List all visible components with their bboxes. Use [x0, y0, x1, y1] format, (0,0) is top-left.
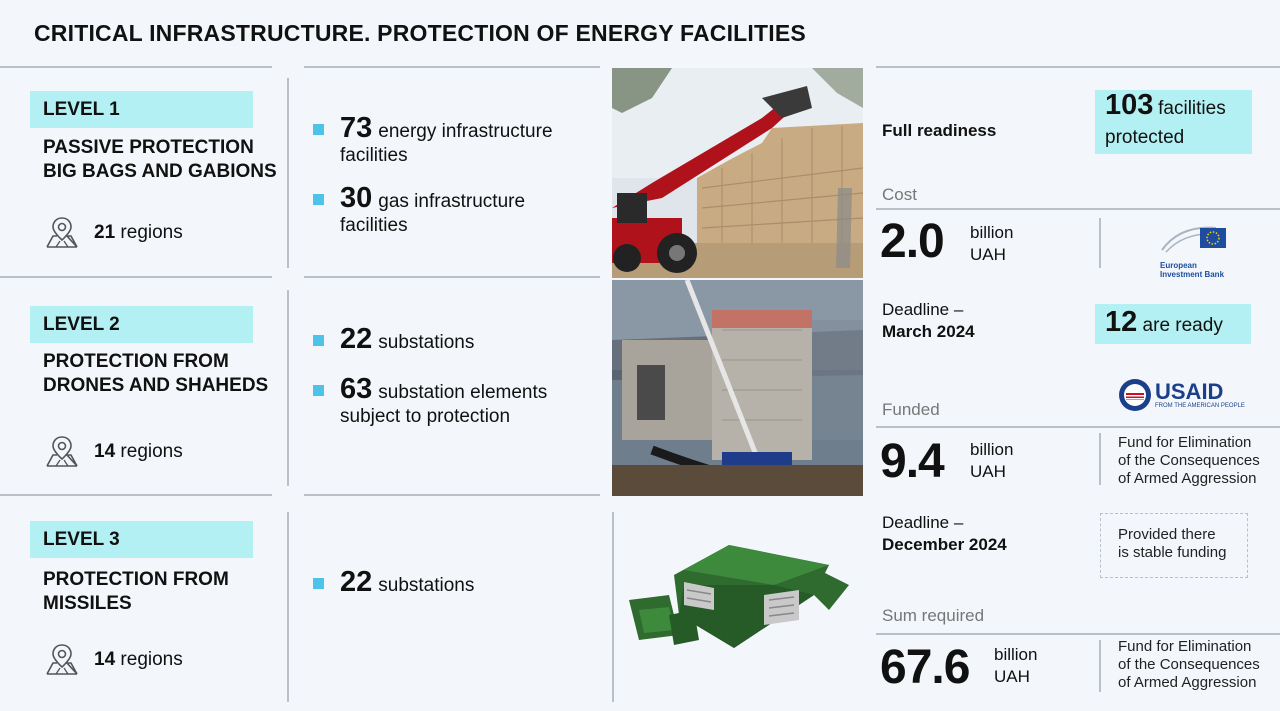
sum-required-label: Sum required	[882, 606, 985, 625]
map-pin-icon	[46, 436, 78, 467]
bullet-item: 22 substations	[313, 568, 475, 598]
eib-logo-icon	[1161, 226, 1226, 253]
bullet-text: substations	[378, 575, 475, 596]
regions-label: regions	[120, 441, 183, 462]
readiness-label: Full readiness	[882, 121, 997, 140]
sum-required-value: 67.6	[880, 641, 970, 694]
regions-count: 14	[94, 441, 116, 462]
title-line: PASSIVE PROTECTION	[43, 137, 254, 158]
divider	[1099, 640, 1101, 692]
funded-unit: billion UAH	[970, 440, 1014, 481]
divider	[876, 426, 1280, 428]
bullet-text: substation elements	[378, 382, 548, 403]
gabion-construction-photo	[612, 68, 863, 278]
fund-source: Fund for Elimination of the Consequences…	[1118, 638, 1260, 691]
deadline-label: Deadline – March 2024	[882, 300, 975, 341]
title-line: PROTECTION FROM	[43, 351, 229, 372]
bullet-text: substations	[378, 332, 475, 353]
bullet-number: 30	[340, 182, 373, 214]
bullet-item: 30 gas infrastructure facilities	[313, 184, 526, 238]
level-2-regions: 14 regions	[44, 434, 183, 470]
bullet-number: 73	[340, 112, 373, 144]
status-number: 103	[1105, 89, 1154, 121]
bullet-square	[313, 385, 324, 396]
regions-label: regions	[120, 222, 183, 243]
map-pin-icon	[46, 217, 78, 248]
divider	[876, 633, 1280, 635]
bullet-text: subject to protection	[340, 406, 511, 427]
bullet-item: 73 energy infrastructure facilities	[313, 114, 553, 168]
funding-note: Provided there is stable funding	[1100, 513, 1248, 578]
usaid-seal-icon	[1119, 379, 1151, 411]
logo-text: European	[1160, 261, 1197, 270]
divider	[304, 66, 600, 68]
regions-label: regions	[120, 649, 183, 670]
status-box: 103 facilities protected	[1095, 90, 1252, 154]
divider	[876, 66, 1280, 68]
page-title: CRITICAL INFRASTRUCTURE. PROTECTION OF E…	[34, 20, 806, 46]
title-line: DRONES AND SHAHEDS	[43, 375, 269, 396]
divider	[287, 290, 289, 486]
status-text: facilities	[1158, 98, 1226, 119]
fund-source: Fund for Elimination of the Consequences…	[1118, 434, 1260, 487]
divider	[612, 512, 614, 702]
status-text: protected	[1105, 127, 1185, 148]
funded-label: Funded	[882, 400, 940, 419]
bullet-item: 22 substations	[313, 325, 475, 355]
divider	[304, 494, 600, 496]
bullet-text: facilities	[340, 145, 408, 166]
title-line: BIG BAGS AND GABIONS	[43, 161, 277, 182]
divider	[1099, 433, 1101, 485]
level-1-badge: LEVEL 1	[30, 91, 253, 128]
funded-value: 9.4	[880, 435, 945, 488]
status-number: 12	[1105, 306, 1138, 338]
sum-required-unit: billion UAH	[994, 645, 1038, 686]
bullet-text: facilities	[340, 215, 408, 236]
divider	[0, 276, 272, 278]
deadline-label: Deadline – December 2024	[882, 513, 1007, 554]
bullet-square	[313, 578, 324, 589]
status-text: are ready	[1142, 315, 1223, 336]
usaid-logo: USAID FROM THE AMERICAN PEOPLE	[1118, 378, 1245, 412]
level-1-title: PASSIVE PROTECTION BIG BAGS AND GABIONS	[43, 136, 277, 184]
divider	[287, 512, 289, 702]
level-3-badge: LEVEL 3	[30, 521, 253, 558]
shelter-3d-model-illustration	[629, 545, 849, 648]
status-box: 12 are ready	[1095, 304, 1251, 344]
regions-count: 21	[94, 222, 116, 243]
cost-label: Cost	[882, 185, 917, 204]
divider	[876, 208, 1280, 210]
bullet-number: 22	[340, 566, 373, 598]
bullet-square	[313, 124, 324, 135]
level-3-title: PROTECTION FROM MISSILES	[43, 568, 229, 616]
logo-text: Investment Bank	[1160, 270, 1225, 279]
cost-value: 2.0	[880, 215, 945, 268]
eib-logo: European Investment Bank	[1160, 220, 1232, 279]
level-3-regions: 14 regions	[44, 642, 183, 678]
level-2-badge: LEVEL 2	[30, 306, 253, 343]
level-2-title: PROTECTION FROM DRONES AND SHAHEDS	[43, 350, 268, 398]
cost-unit: billion UAH	[970, 223, 1014, 264]
title-line: MISSILES	[43, 593, 132, 614]
level-1-regions: 21 regions	[44, 215, 183, 251]
logo-text: USAID	[1155, 379, 1224, 404]
divider	[0, 66, 272, 68]
map-pin-icon	[46, 644, 78, 675]
divider	[0, 494, 272, 496]
divider	[287, 78, 289, 268]
bullet-square	[313, 194, 324, 205]
divider	[304, 276, 600, 278]
bullet-item: 63 substation elements subject to protect…	[313, 375, 548, 429]
logo-text: FROM THE AMERICAN PEOPLE	[1155, 403, 1245, 409]
bullet-text: energy infrastructure	[378, 121, 553, 142]
bullet-text: gas infrastructure	[378, 191, 526, 212]
bullet-square	[313, 335, 324, 346]
divider	[1099, 218, 1101, 268]
concrete-shelter-photo	[612, 280, 863, 496]
bullet-number: 22	[340, 323, 373, 355]
regions-count: 14	[94, 649, 116, 670]
bullet-number: 63	[340, 373, 373, 405]
title-line: PROTECTION FROM	[43, 569, 229, 590]
